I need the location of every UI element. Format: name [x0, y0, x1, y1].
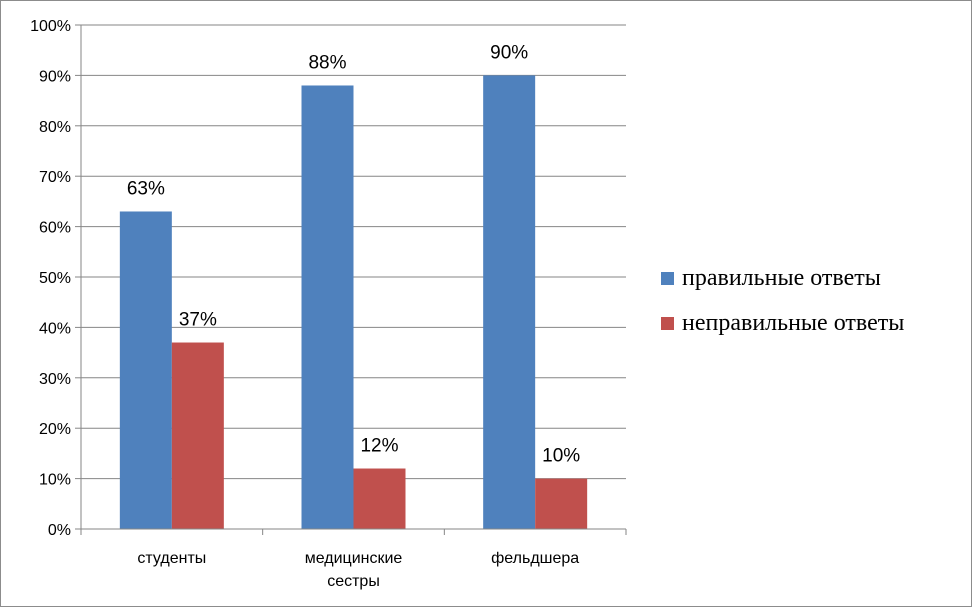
y-tick-label: 60%	[39, 220, 71, 237]
category-label: сестры	[327, 573, 380, 590]
y-tick-label: 90%	[39, 68, 71, 85]
y-tick-label: 70%	[39, 169, 71, 186]
y-tick-label: 40%	[39, 320, 71, 337]
bar	[171, 342, 224, 529]
y-tick-label: 0%	[48, 522, 71, 539]
y-tick-label: 30%	[39, 371, 71, 388]
y-tick-label: 80%	[39, 119, 71, 136]
y-tick-label: 100%	[30, 18, 71, 35]
data-label: 12%	[360, 436, 398, 457]
data-label: 90%	[490, 42, 528, 63]
axes	[75, 24, 627, 535]
y-tick-label: 20%	[39, 421, 71, 438]
bar	[535, 478, 588, 529]
data-label: 63%	[127, 178, 165, 199]
bar	[483, 75, 536, 530]
data-label: 88%	[308, 52, 346, 73]
category-label: медицинские	[305, 550, 403, 567]
data-label: 10%	[542, 446, 580, 467]
y-tick-label: 10%	[39, 472, 71, 489]
bar	[353, 468, 406, 529]
bar	[301, 85, 354, 529]
bar	[119, 211, 172, 530]
category-label: фельдшера	[491, 550, 579, 567]
legend-label: правильные ответы	[682, 265, 881, 291]
category-label: студенты	[137, 550, 206, 567]
data-label: 37%	[179, 310, 217, 331]
legend-label: неправильные ответы	[682, 310, 904, 336]
y-tick-label: 50%	[39, 270, 71, 287]
legend: правильные ответы неправильные ответы	[661, 265, 904, 336]
legend-swatch	[661, 317, 674, 330]
legend-swatch	[661, 272, 674, 285]
bars	[119, 75, 588, 530]
labels: 0% 10% 20% 30% 40% 50% 60% 70% 80% 90% 100% 63% 37% с…	[30, 18, 580, 590]
